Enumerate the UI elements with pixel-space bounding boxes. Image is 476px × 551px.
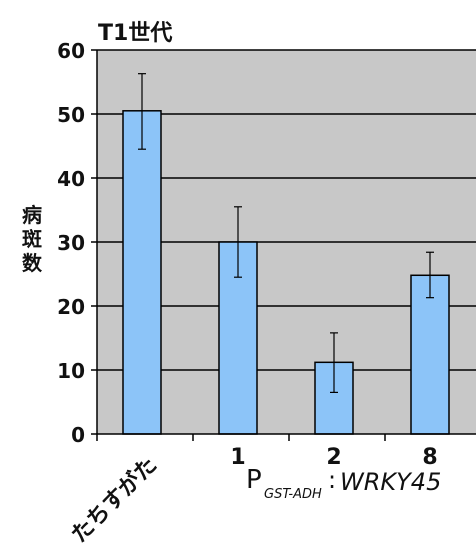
x-tick-label: 8 xyxy=(422,445,437,470)
bars xyxy=(122,73,450,435)
y-tick-label: 50 xyxy=(57,103,85,127)
x-tick-label: たちすがた xyxy=(66,452,162,548)
group-label-gene: WRKY45 xyxy=(340,468,441,496)
y-axis: 0 10 20 30 40 50 60 xyxy=(57,39,98,447)
bar xyxy=(410,274,450,435)
y-tick-label: 60 xyxy=(57,39,85,63)
y-tick-label: 40 xyxy=(57,167,85,191)
group-label: P GST-ADH: WRKY45 xyxy=(246,465,441,502)
y-axis-label-text: 病斑数 xyxy=(22,203,43,275)
x-tick-label: 1 xyxy=(230,445,245,470)
x-tick-label: 2 xyxy=(326,445,341,470)
y-tick-label: 30 xyxy=(57,231,85,255)
bar xyxy=(122,110,162,435)
y-tick-label: 0 xyxy=(71,423,85,447)
y-tick-label: 10 xyxy=(57,359,85,383)
chart-title: T1世代 xyxy=(98,21,172,46)
y-tick-label: 20 xyxy=(57,295,85,319)
y-axis-label: 病斑数 xyxy=(22,203,43,275)
group-label-separator: : xyxy=(328,466,336,494)
group-label-subscript: GST-ADH xyxy=(264,487,322,502)
group-label-prefix: P xyxy=(246,465,262,495)
